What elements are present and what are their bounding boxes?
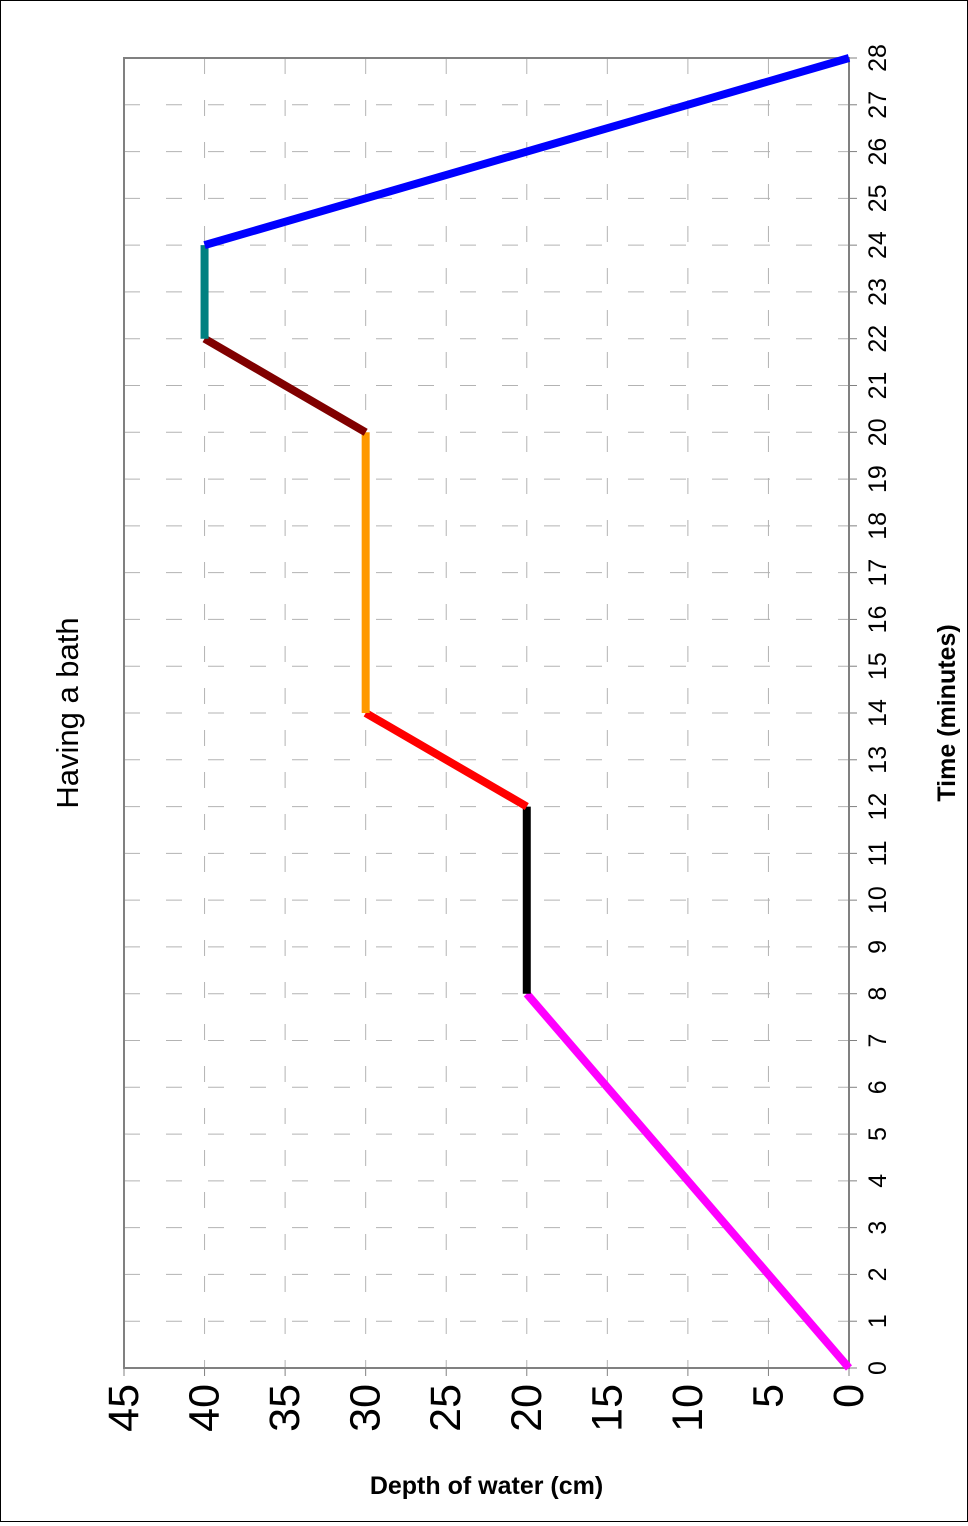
x-tick-label: 0 [864, 1361, 892, 1375]
x-tick-label: 4 [864, 1174, 892, 1188]
x-axis-tick-labels: 0123456789101112131415161718192021222324… [849, 44, 892, 1375]
series-line-1 [523, 991, 853, 1371]
x-tick-label: 7 [864, 1034, 892, 1048]
x-tick-label: 15 [864, 652, 892, 680]
x-tick-label: 24 [864, 231, 892, 259]
x-tick-label: 19 [864, 465, 892, 493]
x-tick-label: 13 [864, 746, 892, 774]
x-tick-label: 18 [864, 512, 892, 540]
y-tick-label: 25 [422, 1384, 470, 1432]
y-tick-label: 5 [744, 1384, 792, 1408]
gridlines [124, 58, 849, 1368]
y-axis-label: Depth of water (cm) [370, 1472, 603, 1500]
x-tick-label: 26 [864, 138, 892, 166]
x-tick-label: 25 [864, 184, 892, 212]
x-tick-label: 1 [864, 1314, 892, 1328]
x-tick-label: 28 [864, 44, 892, 72]
x-tick-label: 9 [864, 940, 892, 954]
y-tick-label: 40 [181, 1384, 229, 1432]
x-tick-label: 12 [864, 793, 892, 821]
plot-area [123, 57, 850, 1369]
x-tick-label: 16 [864, 606, 892, 634]
x-tick-label: 17 [864, 559, 892, 587]
x-tick-label: 8 [864, 987, 892, 1001]
x-tick-label: 11 [864, 840, 892, 866]
x-tick-label: 20 [864, 418, 892, 446]
y-tick-label: 20 [503, 1384, 551, 1432]
x-tick-label: 21 [864, 372, 892, 400]
y-tick-label: 30 [342, 1384, 390, 1432]
series-line-7 [203, 54, 851, 249]
x-axis-label: Time (minutes) [933, 624, 961, 801]
y-axis-tick-labels: 0 5 10 15 20 25 30 35 40 45 [100, 1368, 873, 1432]
x-tick-label: 27 [864, 91, 892, 119]
x-tick-label: 10 [864, 886, 892, 914]
x-tick-label: 14 [864, 699, 892, 727]
x-tick-label: 5 [864, 1127, 892, 1141]
y-tick-label: 45 [100, 1384, 148, 1432]
y-tick-label: 0 [825, 1384, 873, 1408]
x-tick-label: 23 [864, 278, 892, 306]
series-line-3 [363, 709, 529, 811]
y-tick-label: 35 [261, 1384, 309, 1432]
y-tick-label: 10 [664, 1384, 712, 1432]
y-tick-label: 15 [583, 1384, 631, 1432]
x-tick-label: 2 [864, 1267, 892, 1281]
chart-title: Having a bath [50, 617, 85, 808]
x-tick-label: 22 [864, 325, 892, 353]
series-line-5 [202, 335, 368, 436]
x-tick-label: 6 [864, 1080, 892, 1094]
x-tick-label: 3 [864, 1221, 892, 1235]
series-lines [200, 54, 853, 1371]
